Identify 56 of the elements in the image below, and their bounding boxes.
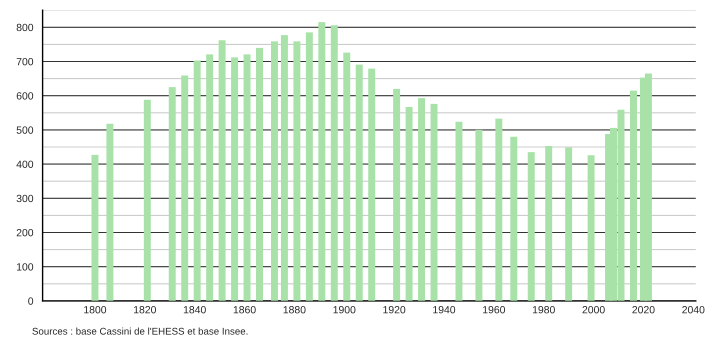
bar — [475, 130, 482, 301]
x-tick-label: 2020 — [632, 306, 655, 314]
bar — [318, 22, 326, 301]
bar — [528, 152, 535, 301]
source-note: Sources : base Cassini de l'EHESS et base Insee. — [32, 328, 248, 335]
y-tick-label: 100 — [16, 263, 34, 271]
bar — [343, 52, 350, 301]
bar — [356, 64, 363, 301]
y-tick-label: 200 — [16, 229, 34, 236]
x-tick-label: 1860 — [234, 306, 256, 314]
bar — [565, 148, 572, 301]
y-tick-label: 600 — [16, 92, 34, 100]
y-tick-label: 0 — [28, 297, 34, 305]
bar — [393, 88, 400, 301]
bar — [280, 35, 288, 301]
x-tick-label: 2040 — [682, 306, 704, 314]
bar — [368, 68, 376, 301]
y-tick-label: 300 — [16, 194, 34, 202]
x-tick-label: 1820 — [134, 306, 156, 314]
bar — [91, 154, 98, 301]
bar — [545, 146, 552, 301]
y-tick-label: 500 — [16, 126, 34, 134]
bar — [231, 57, 238, 301]
bar — [293, 41, 300, 301]
y-tick-label: 700 — [16, 58, 34, 66]
bar — [306, 32, 313, 301]
x-tick-label: 2000 — [582, 306, 605, 314]
bar — [256, 48, 263, 301]
x-tick-label: 1920 — [383, 306, 406, 314]
bar — [194, 60, 201, 301]
bar — [206, 54, 214, 301]
bar — [168, 87, 176, 301]
bar — [588, 155, 595, 301]
x-tick-label: 1980 — [532, 306, 555, 314]
x-tick-label: 1900 — [333, 306, 356, 314]
bar — [495, 118, 502, 301]
bar — [144, 100, 151, 301]
bar — [418, 98, 426, 301]
x-tick-label: 1960 — [483, 306, 506, 314]
bar — [244, 54, 251, 301]
y-tick-label: 800 — [16, 24, 34, 32]
bar — [270, 41, 278, 301]
x-tick-label: 1880 — [284, 306, 306, 314]
bar — [330, 25, 338, 301]
bar — [455, 122, 462, 301]
bar — [510, 136, 518, 301]
bar — [106, 124, 114, 301]
bar — [181, 76, 188, 301]
bar — [218, 40, 226, 301]
bar — [630, 90, 637, 301]
bar — [430, 104, 438, 301]
y-tick-label: 400 — [16, 160, 34, 168]
bar — [406, 106, 413, 301]
x-tick-label: 1840 — [184, 306, 206, 314]
x-tick-label: 1800 — [84, 306, 106, 314]
x-tick-label: 1940 — [433, 306, 456, 314]
